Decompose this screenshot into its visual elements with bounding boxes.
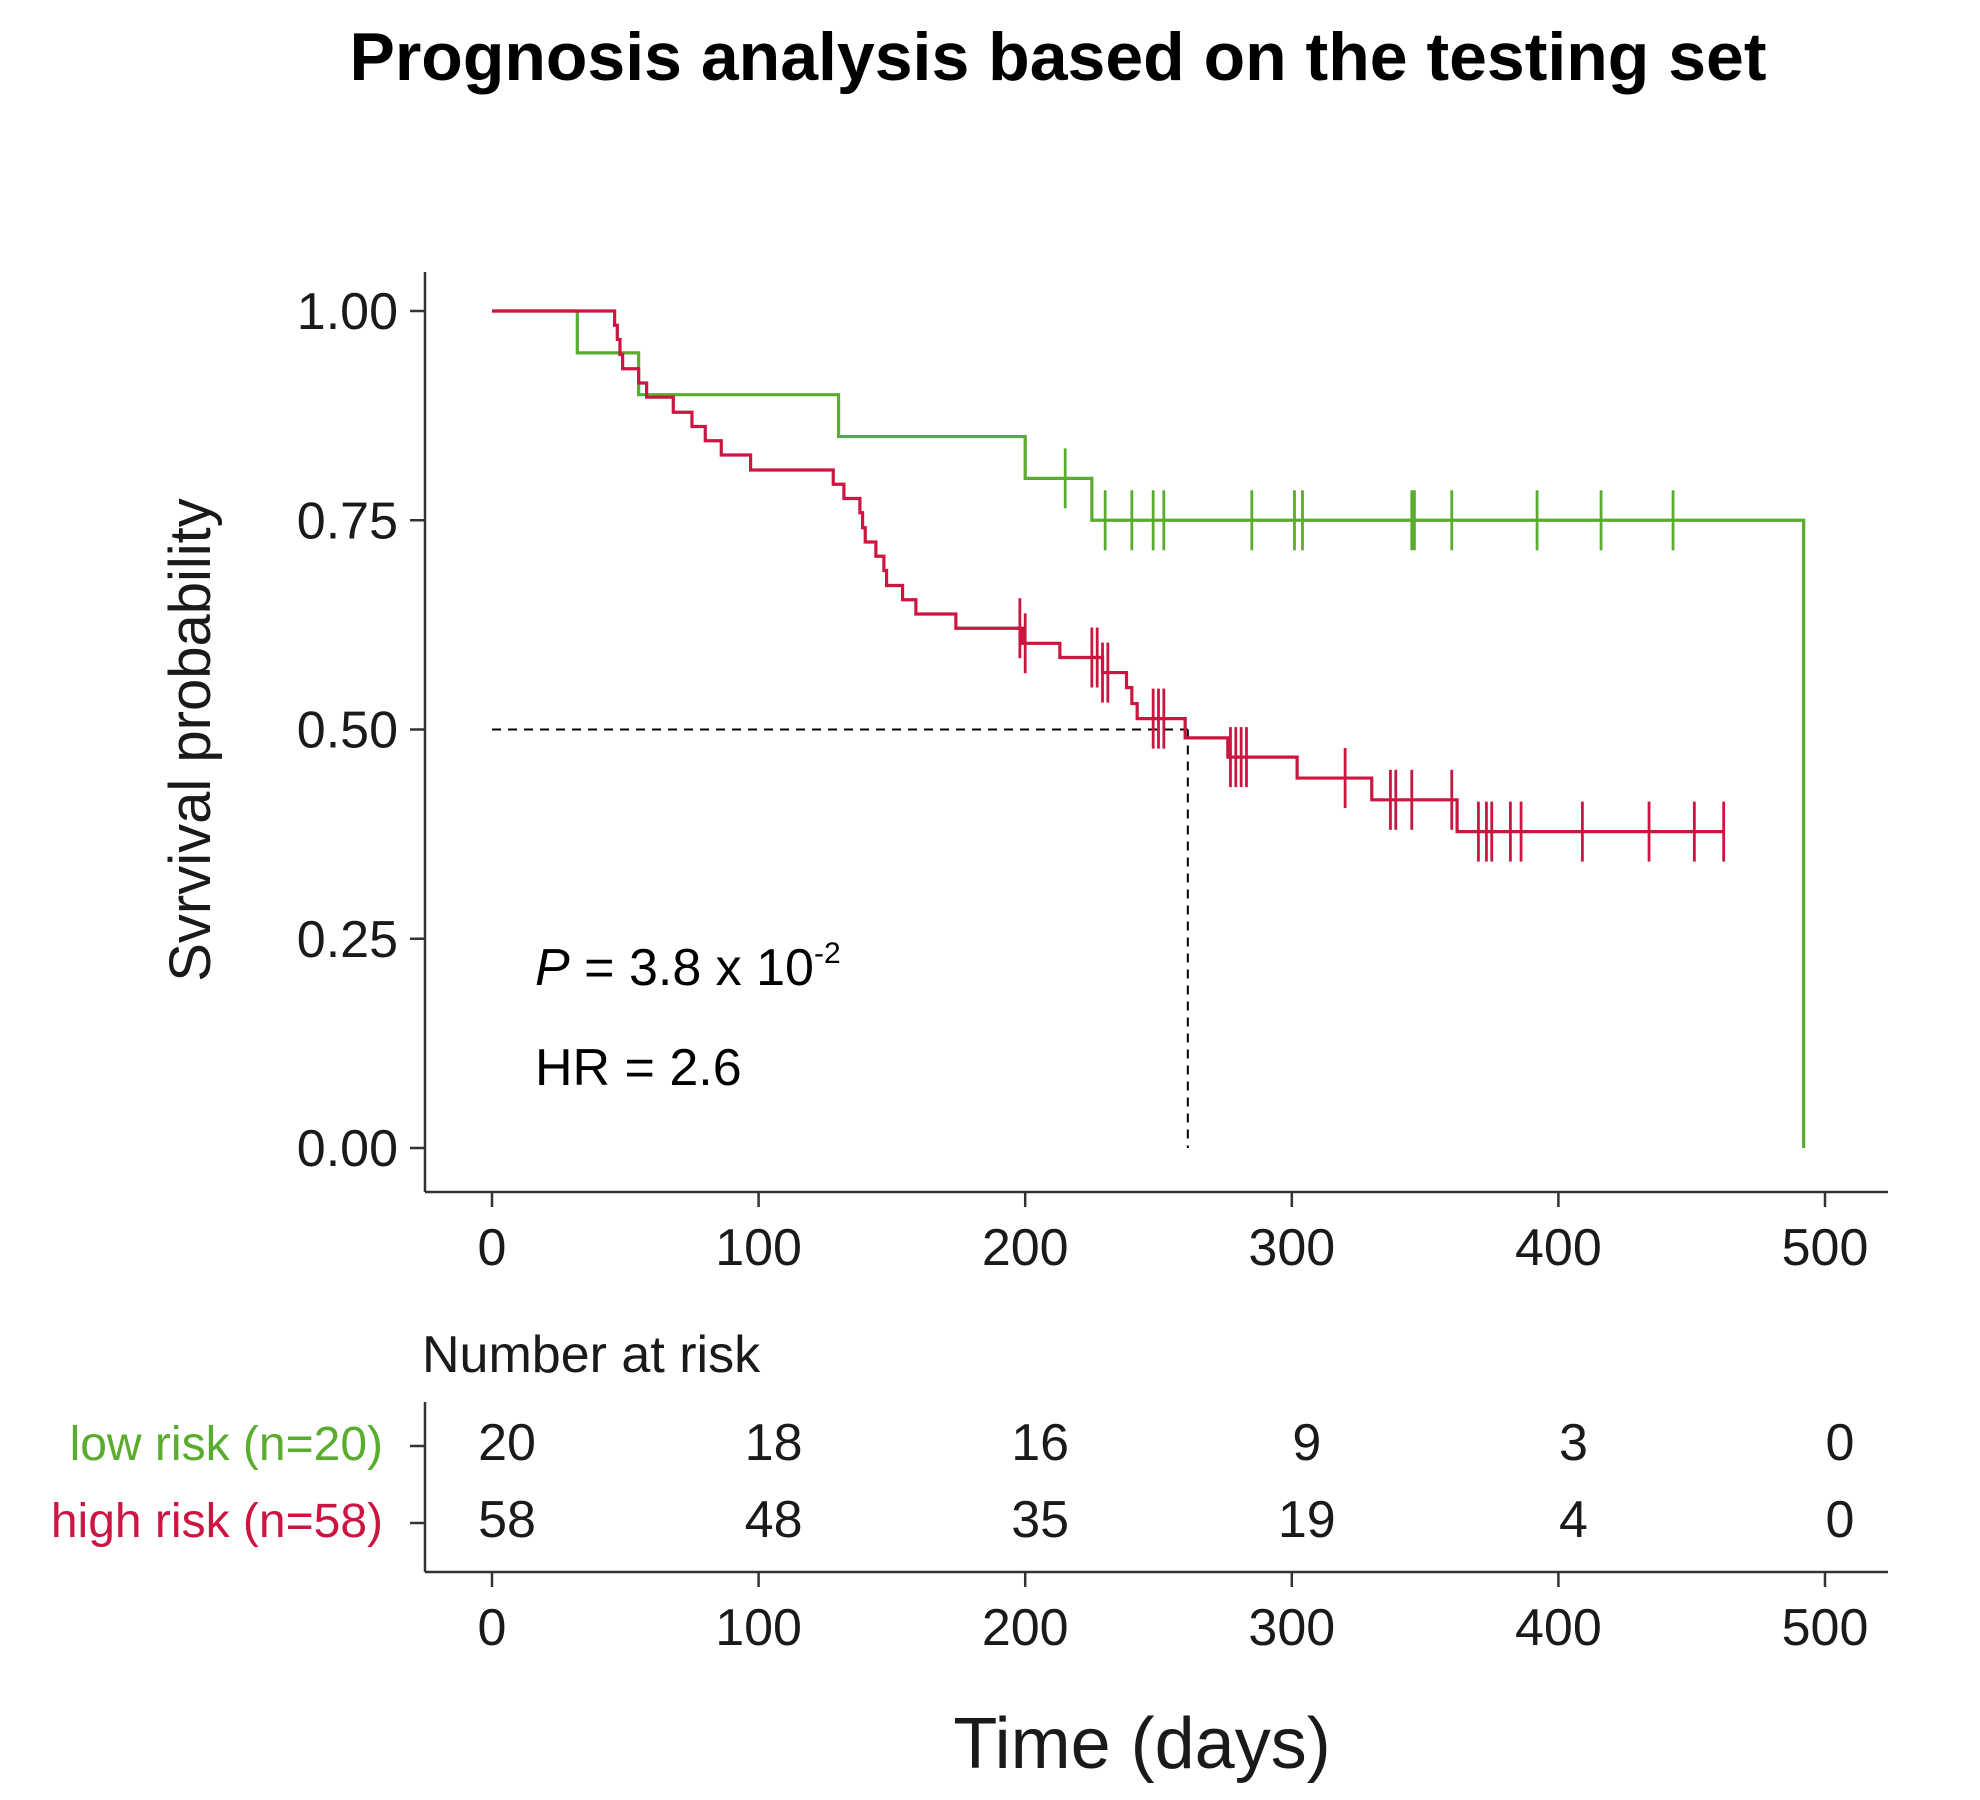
chart-title: Prognosis analysis based on the testing … [349, 19, 1766, 95]
high-risk-count: 58 [478, 1491, 536, 1549]
x-tick-label: 400 [1515, 1219, 1602, 1277]
high-risk-count: 35 [1011, 1491, 1069, 1549]
y-tick-label: 0.00 [297, 1120, 398, 1178]
low-risk-count: 3 [1559, 1414, 1588, 1472]
x-tick-label: 300 [1248, 1219, 1335, 1277]
p-exponent: -2 [814, 937, 841, 970]
high-risk-count: 0 [1826, 1491, 1855, 1549]
low-risk-row-label: low risk (n=20) [70, 1418, 383, 1471]
risk-x-tick-label: 400 [1515, 1599, 1602, 1657]
x-tick-label: 100 [715, 1219, 802, 1277]
high-risk-count: 4 [1559, 1491, 1588, 1549]
risk-x-tick-label: 100 [715, 1599, 802, 1657]
risk-table-title: Number at risk [422, 1326, 761, 1384]
risk-x-tick-label: 200 [982, 1599, 1069, 1657]
risk-table: Number at risk low risk (n=20) 20 18 16 9 3 0 h… [51, 1326, 1888, 1657]
p-symbol: P [535, 939, 570, 997]
low-risk-count: 9 [1292, 1414, 1321, 1472]
x-tick-label: 500 [1782, 1219, 1869, 1277]
median-reference-lines [492, 728, 1189, 1148]
y-tick-label: 0.25 [297, 911, 398, 969]
statistics-annotation: P = 3.8 x 10-2 HR = 2.6 [535, 937, 841, 1097]
y-tick-label: 0.75 [297, 492, 398, 550]
high-risk-row-label: high risk (n=58) [51, 1495, 383, 1548]
risk-x-tick-label: 300 [1248, 1599, 1335, 1657]
low-risk-count: 0 [1826, 1414, 1855, 1472]
y-axis-title: Svrvival probability [158, 498, 223, 982]
low-risk-curve [492, 309, 1806, 1148]
risk-x-tick-label: 500 [1782, 1599, 1869, 1657]
x-tick-label: 0 [478, 1219, 507, 1277]
p-value: = 3.8 x 10 [570, 939, 814, 997]
x-ticks: 0 100 200 300 400 500 [478, 1192, 1869, 1277]
low-risk-count: 18 [745, 1414, 803, 1472]
low-risk-count: 20 [478, 1414, 536, 1472]
high-risk-count: 48 [745, 1491, 803, 1549]
hazard-ratio-text: HR = 2.6 [535, 1039, 742, 1097]
risk-x-tick-label: 0 [478, 1599, 507, 1657]
survival-curves [492, 309, 1806, 1148]
x-axis-title: Time (days) [953, 1704, 1330, 1784]
x-tick-label: 200 [982, 1219, 1069, 1277]
risk-table-x-ticks: 0 100 200 300 400 500 [478, 1572, 1869, 1657]
y-axis: Svrvival probability [158, 272, 427, 1192]
low-risk-count: 16 [1011, 1414, 1069, 1472]
high-risk-curve [492, 309, 1724, 834]
high-risk-count: 19 [1278, 1491, 1336, 1549]
y-ticks: 0.00 0.25 0.50 0.75 1.00 [297, 283, 425, 1178]
risk-table-rows: low risk (n=20) 20 18 16 9 3 0 high risk (n=58)… [51, 1414, 1855, 1549]
p-value-text: P = 3.8 x 10-2 [535, 937, 841, 997]
y-tick-label: 0.50 [297, 702, 398, 760]
y-tick-label: 1.00 [297, 283, 398, 341]
